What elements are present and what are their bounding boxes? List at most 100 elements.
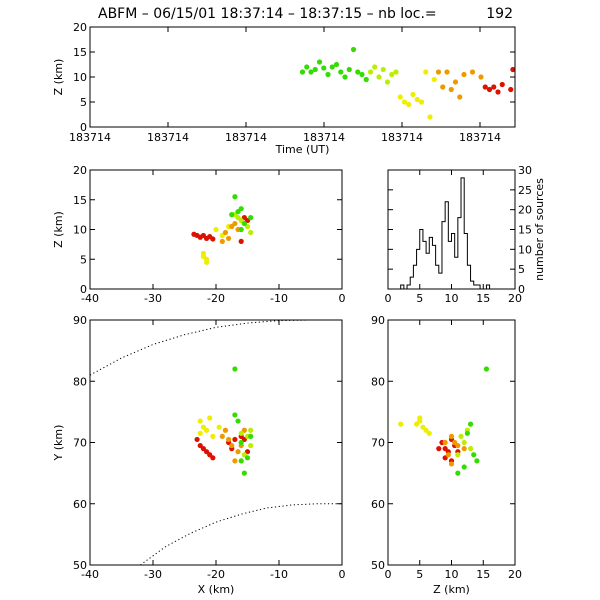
time-height-point [325, 71, 331, 78]
time-height-point [491, 84, 497, 90]
xy-point [238, 439, 244, 446]
xz-xtick-label: -30 [144, 292, 162, 305]
time-height-point [316, 59, 323, 65]
xy-point [197, 418, 203, 424]
time-height-point [401, 99, 408, 105]
xy-point [226, 436, 232, 443]
time-height-point [376, 74, 382, 80]
z-hist-ytick-label: 5 [518, 263, 525, 276]
zy-point [448, 461, 455, 467]
time-height-xtick-label: 183714 [69, 131, 111, 144]
xy-ylabel: Y (km) [52, 425, 65, 462]
time-height-point [478, 74, 484, 80]
time-height-point [393, 69, 399, 75]
time-height-point [304, 64, 310, 70]
time-height-point [384, 79, 391, 85]
time-height-point [510, 66, 516, 73]
time-height-point [440, 84, 446, 90]
zy-ytick-label: 70 [371, 437, 385, 450]
time-height-point [508, 86, 514, 93]
time-height-ylabel: Z (km) [52, 59, 65, 96]
time-height-point [423, 69, 429, 75]
xy-ytick-label: 80 [73, 375, 87, 388]
xz-point [235, 215, 241, 221]
zy-point [455, 442, 461, 449]
zy-point [458, 433, 464, 439]
xy-point [238, 458, 244, 464]
xy-point [219, 433, 225, 439]
xy-point [248, 442, 254, 449]
xz-point [241, 220, 247, 227]
xz-ytick-label: 20 [73, 164, 87, 177]
time-height-xlabel: Time (UT) [275, 143, 330, 156]
xz-ytick-label: 5 [80, 253, 87, 266]
time-height-point [457, 94, 463, 100]
xz-point [238, 238, 244, 244]
time-height-point [338, 69, 344, 75]
xy-point [232, 412, 238, 418]
zy-ytick-label: 50 [371, 559, 385, 572]
xy-point [232, 458, 238, 464]
xy-point [207, 415, 213, 421]
time-height-point [359, 71, 365, 78]
time-height-xtick-label: 183714 [459, 131, 501, 144]
time-height-point [312, 66, 318, 73]
z-hist-ytick-label: 10 [518, 243, 532, 256]
xy-ytick-label: 90 [73, 314, 87, 327]
z-hist-xtick-label: 0 [385, 292, 392, 305]
time-height-ytick-label: 15 [73, 46, 87, 59]
zy-point [467, 421, 474, 427]
zy-point [398, 421, 404, 427]
xz-point [232, 220, 238, 227]
z-hist-xtick-label: 15 [476, 292, 490, 305]
xz-panel: -40 -30 -20 -10 0 0 5 10 15 20 Z (km) [52, 164, 346, 305]
xz-point [226, 235, 232, 242]
xy-point [232, 436, 238, 443]
time-height-point [444, 69, 450, 75]
zy-point [483, 366, 490, 372]
zy-point [455, 452, 461, 458]
xy-frame [89, 319, 343, 566]
xy-range-ring [140, 503, 342, 566]
zy-xtick-label: 5 [416, 568, 423, 581]
z-hist-ytick-label: 15 [518, 224, 532, 237]
zy-xlabel: Z (km) [433, 583, 470, 596]
xz-ytick-label: 15 [73, 194, 87, 207]
zy-point [461, 464, 467, 470]
z-hist-xtick-label: 10 [445, 292, 459, 305]
zy-point [448, 433, 455, 439]
xy-xtick-label: -10 [270, 568, 288, 581]
time-height-point [329, 64, 335, 70]
xy-point [244, 455, 251, 461]
time-height-point [427, 114, 433, 120]
time-height-ytick-label: 5 [80, 96, 87, 109]
z-hist-ytick-label: 30 [518, 164, 532, 177]
xz-point [248, 229, 254, 236]
xz-ytick-label: 10 [73, 224, 87, 237]
xy-point [241, 470, 247, 476]
time-height-point [333, 61, 340, 68]
time-height-point [308, 69, 314, 75]
time-height-point [435, 69, 442, 75]
zy-point [442, 439, 448, 446]
xy-point [210, 455, 216, 461]
xz-xtick-label: -40 [81, 292, 99, 305]
xy-point [232, 366, 238, 372]
xz-point [238, 206, 244, 212]
z-hist-xtick-label: 5 [416, 292, 423, 305]
time-height-point [482, 84, 488, 90]
zy-point [461, 446, 467, 452]
xz-ytick-label: 0 [80, 283, 87, 296]
time-height-point [397, 94, 403, 100]
time-height-xtick-label: 183714 [225, 131, 267, 144]
time-height-point [499, 81, 505, 88]
xz-point [219, 238, 225, 244]
time-height-point [367, 69, 374, 75]
zy-panel: 0 5 10 15 20 50 60 70 80 90 Z (km) [371, 314, 522, 596]
time-height-point [486, 86, 493, 93]
xy-point [229, 442, 235, 449]
xy-xtick-label: -20 [207, 568, 225, 581]
time-height-point [469, 69, 476, 75]
zy-point [455, 470, 461, 476]
